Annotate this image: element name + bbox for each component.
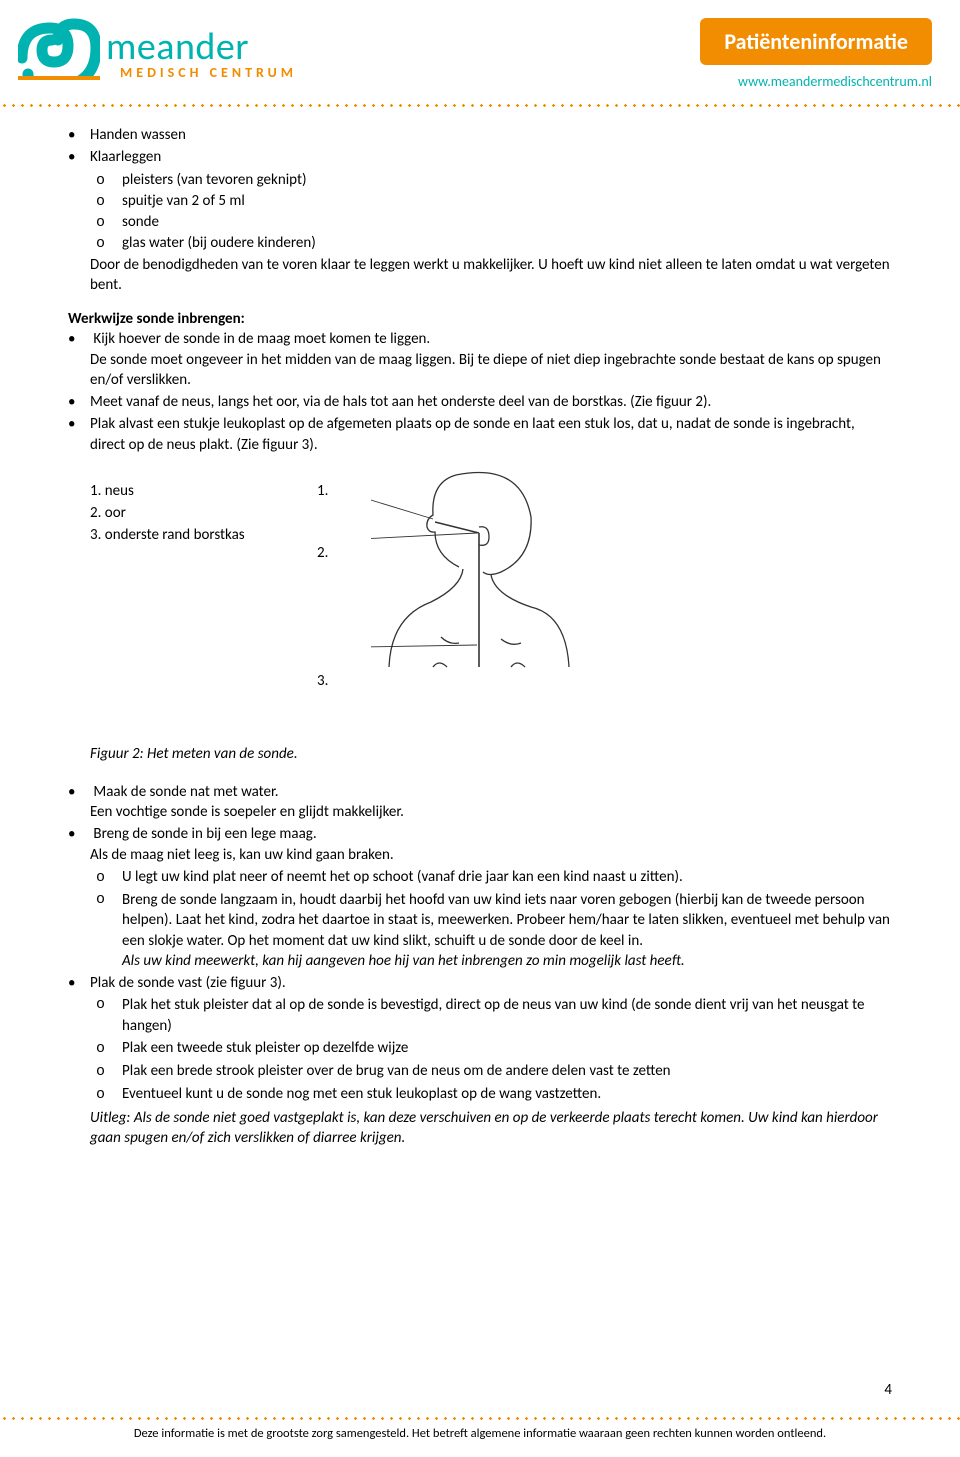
footer-disclaimer: Deze informatie is met de grootste zorg … [0, 1420, 960, 1457]
list-item: Breng de sonde in bij een lege maag. Als… [90, 824, 892, 865]
sub-text: pleisters (van tevoren geknipt) [122, 171, 307, 189]
list-item: Plak de sonde vast (zie figuur 3). [90, 973, 892, 993]
list-item: osonde [96, 212, 892, 233]
list-item: ospuitje van 2 of 5 ml [96, 191, 892, 212]
list-item: o Plak het stuk pleister dat al op de so… [96, 995, 892, 1036]
item-text: Kijk hoever de sonde in de maag moet kom… [93, 330, 430, 348]
figure-legend: 1. neus 2. oor 3. onderste rand borstkas [90, 481, 285, 548]
item-follow: De sonde moet ongeveer in het midden van… [90, 351, 881, 389]
uitleg-paragraph: Uitleg: Als de sonde niet goed vastgepla… [90, 1108, 892, 1149]
fix-sublist: o Plak het stuk pleister dat al op de so… [68, 995, 892, 1105]
item-text: Maak de sonde nat met water. [93, 783, 278, 801]
legend-item: 1. neus [90, 481, 285, 501]
sub-text-italic: Als uw kind meewerkt, kan hij aangeven h… [122, 952, 685, 970]
page-header: meander MEDISCH CENTRUM Patiënteninforma… [0, 0, 960, 90]
header-right: Patiënteninformatie www.meandermedischce… [700, 18, 932, 90]
sub-text: Eventueel kunt u de sonde nog met een st… [122, 1085, 601, 1103]
item-follow: Een vochtige sonde is soepeler en glijdt… [90, 803, 404, 821]
patient-info-badge: Patiënteninformatie [700, 18, 932, 65]
sub-text: sonde [122, 213, 159, 231]
sub-text: spuitje van 2 of 5 ml [122, 192, 245, 210]
list-item: o Breng de sonde langzaam in, houdt daar… [96, 890, 892, 971]
header-divider [0, 104, 960, 107]
logo: meander MEDISCH CENTRUM [18, 18, 297, 90]
procedure-list-1: Kijk hoever de sonde in de maag moet kom… [68, 329, 892, 455]
logo-sub-text: MEDISCH CENTRUM [120, 66, 297, 80]
document-body: Handen wassen Klaarleggen opleisters (va… [0, 125, 960, 1148]
list-item: oglas water (bij oudere kinderen) [96, 233, 892, 254]
insert-sublist: oU legt uw kind plat neer of neemt het o… [68, 867, 892, 971]
list-item: oEventueel kunt u de sonde nog met een s… [96, 1084, 892, 1105]
prep-list: Handen wassen Klaarleggen [68, 125, 892, 168]
procedure-list-2: Maak de sonde nat met water. Een vochtig… [68, 782, 892, 865]
sub-text: Breng de sonde langzaam in, houdt daarbi… [122, 891, 890, 950]
item-follow: Als de maag niet leeg is, kan uw kind ga… [90, 846, 394, 864]
list-item: Meet vanaf de neus, langs het oor, via d… [90, 392, 892, 412]
list-item: oU legt uw kind plat neer of neemt het o… [96, 867, 892, 888]
list-item: Klaarleggen [90, 147, 892, 167]
list-item: oPlak een brede strook pleister over de … [96, 1061, 892, 1082]
procedure-list-3: Plak de sonde vast (zie figuur 3). [68, 973, 892, 993]
prep-sublist: opleisters (van tevoren geknipt) ospuitj… [68, 170, 892, 255]
sub-text: Plak het stuk pleister dat al op de sond… [122, 995, 892, 1036]
list-item: oPlak een tweede stuk pleister op dezelf… [96, 1038, 892, 1059]
legend-item: 3. onderste rand borstkas [90, 525, 285, 545]
list-item: Plak alvast een stukje leukoplast op de … [90, 414, 892, 455]
figure-num: 3. [317, 671, 339, 691]
list-item: opleisters (van tevoren geknipt) [96, 170, 892, 191]
prep-paragraph: Door de benodigdheden van te voren klaar… [90, 255, 892, 296]
item-text: Breng de sonde in bij een lege maag. [93, 825, 316, 843]
logo-main-text: meander [106, 28, 297, 66]
sub-text: Plak een brede strook pleister over de b… [122, 1062, 671, 1080]
sub-text: U legt uw kind plat neer of neemt het op… [122, 868, 683, 886]
logo-icon [18, 18, 100, 90]
list-item: Handen wassen [90, 125, 892, 145]
list-item: Maak de sonde nat met water. Een vochtig… [90, 782, 892, 823]
figure-num: 1. [317, 481, 339, 501]
sub-text: glas water (bij oudere kinderen) [122, 234, 316, 252]
sub-text: Plak een tweede stuk pleister op dezelfd… [122, 1039, 408, 1057]
list-item: Kijk hoever de sonde in de maag moet kom… [90, 329, 892, 390]
figure-num: 2. [317, 543, 339, 563]
legend-item: 2. oor [90, 503, 285, 523]
figure-caption: Figuur 2: Het meten van de sonde. [90, 744, 892, 764]
website-url: www.meandermedischcentrum.nl [700, 73, 932, 90]
figure-number-column: 1. 2. 3. [317, 481, 339, 734]
figure-2-block: 1. neus 2. oor 3. onderste rand borstkas… [90, 481, 892, 734]
page-number: 4 [884, 1381, 892, 1399]
section-heading: Werkwijze sonde inbrengen: [68, 309, 892, 329]
page-footer: Deze informatie is met de grootste zorg … [0, 1417, 960, 1457]
figure-2-illustration [371, 467, 571, 677]
